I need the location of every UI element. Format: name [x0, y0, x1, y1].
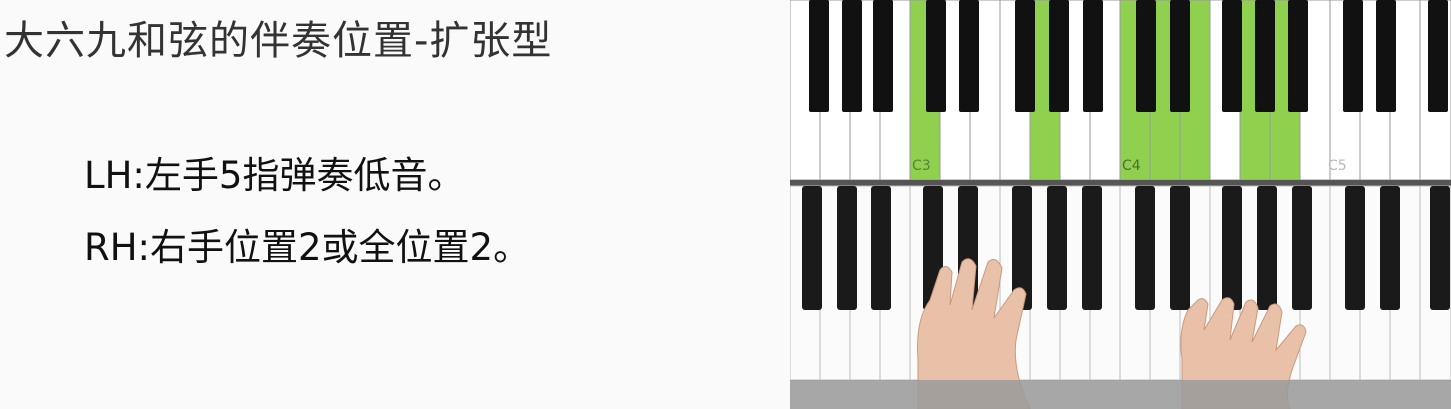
overlay-black-keys: [809, 0, 1448, 112]
label-c3: C3: [912, 158, 931, 174]
label-c4: C4: [1122, 158, 1141, 174]
piano-video-frame: C3 C4 C5: [790, 0, 1451, 409]
left-hand-instruction: LH:左手5指弹奏低音。: [84, 154, 465, 197]
piano-keyboard-illustration: C3 C4 C5: [790, 0, 1451, 409]
label-c5: C5: [1328, 158, 1347, 174]
instructions: LH:左手5指弹奏低音。 RH:右手位置2或全位置2。: [84, 140, 530, 284]
right-hand-instruction: RH:右手位置2或全位置2。: [84, 226, 531, 269]
slide-title: 大六九和弦的伴奏位置-扩张型: [4, 18, 553, 64]
real-black-keys: [802, 186, 1450, 310]
